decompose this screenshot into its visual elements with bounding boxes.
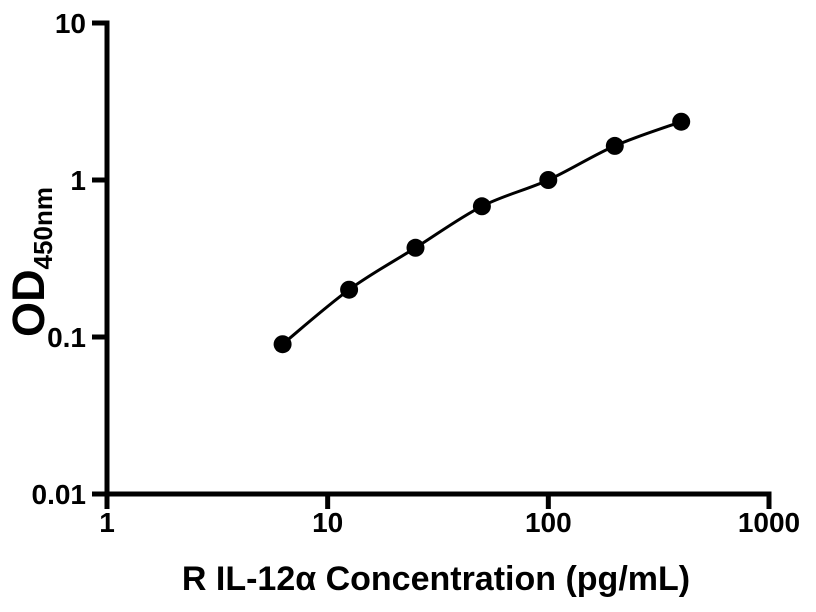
y-tick-label: 0.01 [32, 479, 87, 510]
axes [104, 20, 772, 497]
y-tick-label: 0.1 [47, 322, 86, 353]
x-tick-label: 1 [99, 507, 115, 538]
fit-curve-line [281, 120, 682, 346]
y-axis-title-main: OD [3, 269, 54, 337]
y-axis-tick-labels: 10 1 0.1 0.01 [32, 8, 87, 510]
y-tick-label: 10 [55, 8, 86, 39]
data-point [273, 335, 292, 354]
data-point [340, 280, 359, 299]
y-axis-title: OD450nm [3, 187, 58, 337]
data-point [539, 171, 558, 189]
x-tick-label: 10 [312, 507, 343, 538]
data-point [406, 238, 425, 257]
data-point [605, 136, 624, 155]
y-axis-title-subscript: 450nm [28, 187, 58, 269]
y-axis-ticks [92, 20, 107, 497]
x-tick-label: 1000 [738, 507, 800, 538]
y-tick-label: 1 [70, 165, 86, 196]
x-axis-tick-labels: 1 10 100 1000 [99, 507, 800, 538]
plot-area [273, 112, 691, 354]
x-axis-title: R IL-12α Concentration (pg/mL) [182, 560, 690, 598]
data-point [472, 197, 491, 216]
x-tick-label: 100 [525, 507, 572, 538]
data-points [273, 112, 691, 354]
data-point [672, 112, 691, 131]
